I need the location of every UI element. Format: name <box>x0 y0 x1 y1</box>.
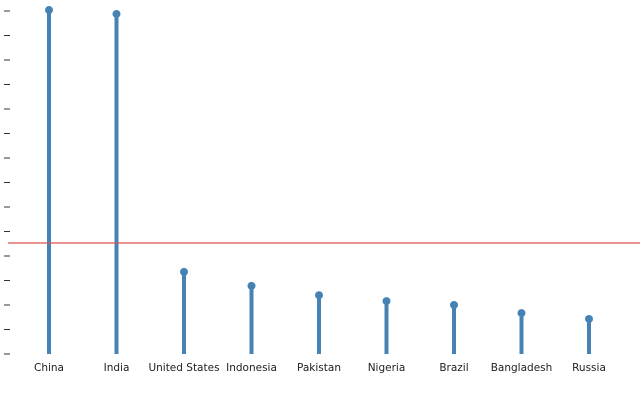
x-tick-label: India <box>104 362 130 374</box>
dot <box>247 281 256 290</box>
x-tick-label: Nigeria <box>368 362 406 374</box>
dot <box>585 314 593 323</box>
dot <box>45 6 53 15</box>
dot <box>180 267 188 276</box>
x-tick-label: Indonesia <box>226 362 277 374</box>
x-tick-label: Pakistan <box>297 362 341 374</box>
x-tick-label: China <box>34 362 64 374</box>
dot <box>112 9 121 18</box>
dot <box>517 309 526 318</box>
x-tick-label: United States <box>148 362 219 374</box>
dot <box>382 297 391 306</box>
dot <box>450 301 458 309</box>
dot <box>315 291 323 300</box>
x-tick-label: Bangladesh <box>491 362 553 374</box>
x-tick-label: Russia <box>572 362 606 374</box>
x-tick-label: Brazil <box>439 362 468 374</box>
